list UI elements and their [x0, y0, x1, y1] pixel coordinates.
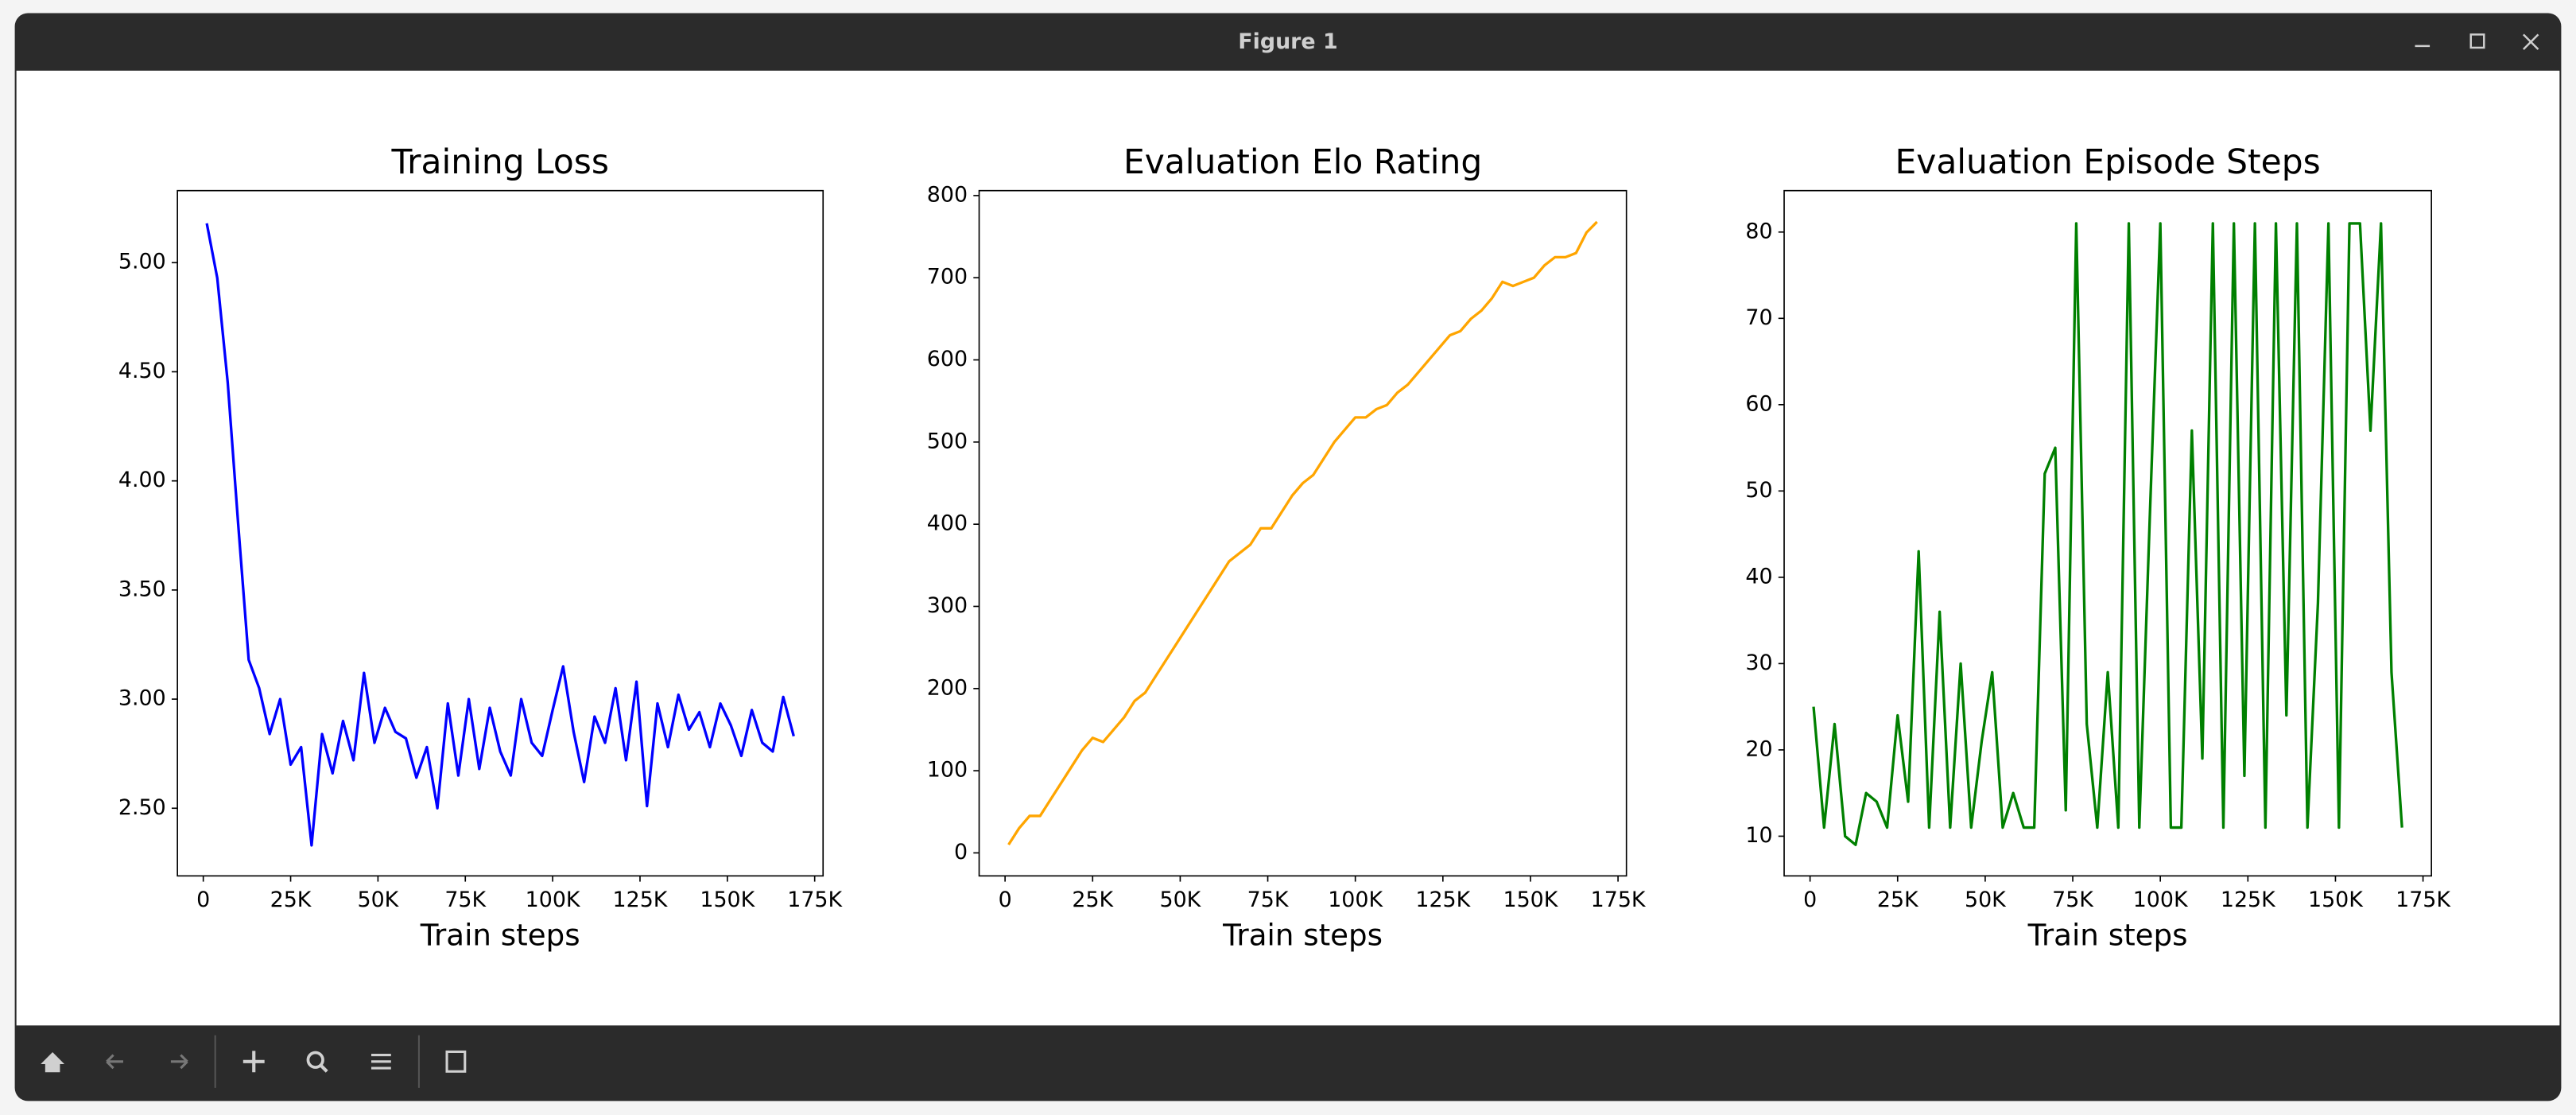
x-axis-label: Train steps: [1222, 917, 1383, 952]
y-tick-label: 400: [927, 511, 968, 536]
chart-title: Training Loss: [390, 142, 608, 181]
window-title: Figure 1: [1238, 29, 1337, 54]
axes-frame: [1783, 189, 2432, 877]
x-tick-label: 25K: [1072, 888, 1114, 912]
y-tick-label: 300: [927, 593, 968, 618]
x-tick-label: 25K: [270, 888, 312, 912]
y-tick-label: 700: [927, 265, 968, 289]
x-tick-label: 125K: [2221, 888, 2276, 912]
x-tick-label: 150K: [1503, 888, 1559, 912]
y-tick-label: 3.50: [118, 577, 166, 601]
x-tick-label: 75K: [444, 888, 487, 912]
y-tick-label: 600: [927, 347, 968, 371]
x-tick-label: 50K: [1965, 888, 2007, 912]
figure-canvas: [16, 70, 2560, 1026]
y-tick-label: 60: [1745, 391, 1772, 416]
x-tick-label: 0: [999, 888, 1012, 912]
y-tick-label: 4.50: [118, 359, 166, 383]
maximize-button[interactable]: [2469, 33, 2485, 49]
x-tick-label: 175K: [787, 888, 843, 912]
data-line: [1007, 220, 1598, 845]
pan-button[interactable]: [242, 1051, 265, 1073]
x-axis-label: Train steps: [2027, 917, 2188, 952]
y-tick-label: 10: [1745, 823, 1772, 848]
y-tick-label: 4.00: [118, 468, 166, 492]
x-tick-label: 75K: [1247, 888, 1290, 912]
axes-frame: [177, 189, 824, 877]
x-tick-label: 125K: [1415, 888, 1471, 912]
x-tick-label: 100K: [1328, 888, 1383, 912]
data-line: [1812, 222, 2403, 846]
save-button[interactable]: [445, 1050, 467, 1073]
axes-frame: [978, 189, 1627, 877]
x-tick-label: 0: [196, 888, 210, 912]
chart-title: Evaluation Elo Rating: [1123, 142, 1482, 181]
y-tick-label: 5.00: [118, 250, 166, 274]
x-tick-label: 175K: [2396, 888, 2451, 912]
x-tick-label: 150K: [700, 888, 755, 912]
back-button[interactable]: [106, 1054, 123, 1070]
x-tick-label: 125K: [613, 888, 669, 912]
y-tick-label: 50: [1745, 478, 1772, 503]
data-line: [205, 223, 795, 847]
x-tick-label: 0: [1803, 888, 1817, 912]
zoom-button[interactable]: [306, 1051, 328, 1073]
y-tick-label: 20: [1745, 736, 1772, 761]
home-button[interactable]: [41, 1052, 65, 1073]
configure-button[interactable]: [370, 1054, 391, 1070]
x-tick-label: 75K: [2052, 888, 2094, 912]
y-tick-label: 100: [927, 758, 968, 783]
y-tick-label: 40: [1745, 564, 1772, 589]
chart-title: Evaluation Episode Steps: [1895, 142, 2321, 181]
y-tick-label: 800: [927, 182, 968, 207]
y-tick-label: 30: [1745, 651, 1772, 675]
x-tick-label: 100K: [526, 888, 581, 912]
close-button[interactable]: [2522, 33, 2539, 50]
x-tick-label: 175K: [1591, 888, 1647, 912]
y-tick-label: 70: [1745, 305, 1772, 330]
x-tick-label: 100K: [2133, 888, 2189, 912]
y-tick-label: 3.00: [118, 686, 166, 711]
y-tick-label: 200: [927, 675, 968, 700]
y-tick-label: 80: [1745, 219, 1772, 243]
y-tick-label: 500: [927, 429, 968, 453]
x-tick-label: 50K: [1160, 888, 1202, 912]
y-tick-label: 2.50: [118, 795, 166, 820]
x-axis-label: Train steps: [420, 917, 580, 952]
forward-button[interactable]: [170, 1054, 188, 1070]
x-tick-label: 25K: [1877, 888, 1919, 912]
y-tick-label: 0: [954, 840, 968, 864]
x-tick-label: 50K: [357, 888, 399, 912]
x-tick-label: 150K: [2308, 888, 2364, 912]
